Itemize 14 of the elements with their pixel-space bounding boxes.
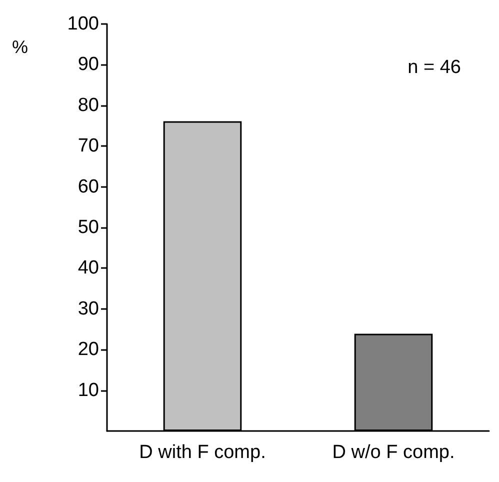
y-tick-label: 20	[78, 339, 99, 360]
y-tick-label: 10	[78, 380, 99, 401]
x-tick-label: D w/o F comp.	[332, 442, 455, 463]
y-tick-label: 90	[78, 54, 99, 76]
x-tick-label: D with F comp.	[139, 442, 266, 463]
y-tick-label: 70	[78, 136, 99, 157]
y-tick-label: 100	[67, 14, 99, 34]
y-axis-title: %	[12, 37, 28, 57]
y-tick-label: 80	[78, 94, 99, 116]
annotation: n = 46	[408, 57, 462, 78]
y-tick-label: 30	[78, 298, 99, 320]
y-tick-label: 60	[78, 176, 99, 198]
y-tick-label: 50	[78, 217, 99, 238]
y-tick-label: 40	[78, 258, 99, 279]
